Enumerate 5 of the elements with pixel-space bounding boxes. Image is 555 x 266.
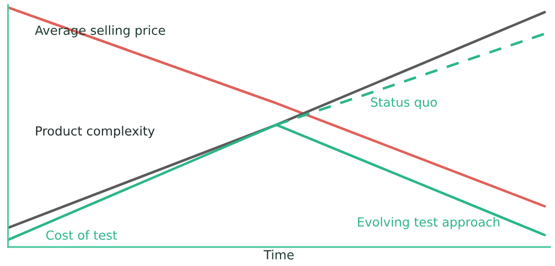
series-label: Cost of test: [46, 230, 118, 240]
x-axis-title: Time: [264, 250, 294, 260]
text: Product complexity: [36, 126, 155, 138]
series-label: Status quo: [371, 97, 437, 110]
series-label: Evolving test approach: [358, 216, 500, 230]
